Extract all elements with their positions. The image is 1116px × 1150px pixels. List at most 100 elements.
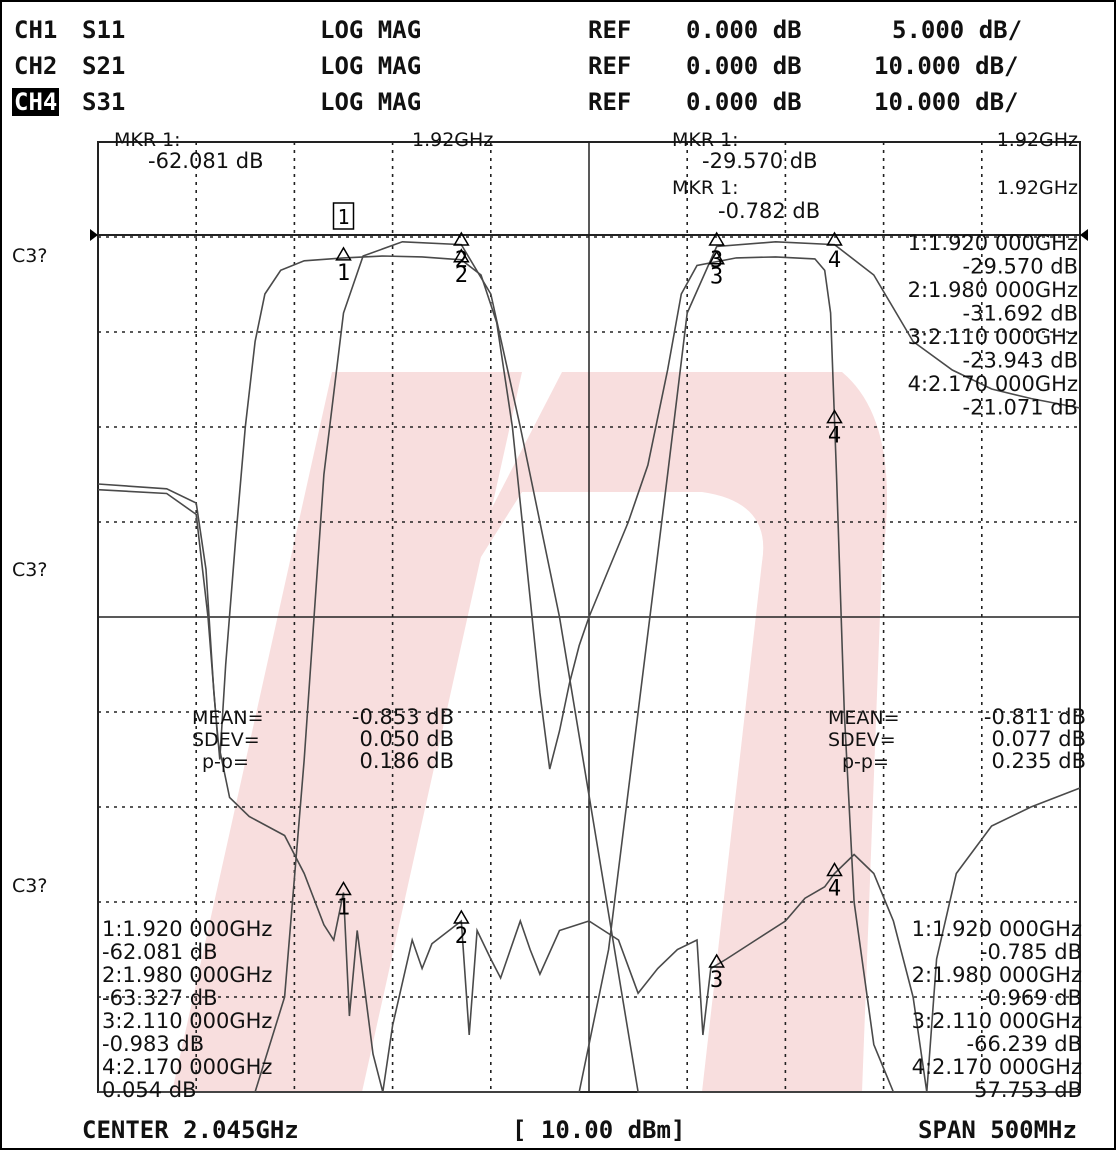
channel-row-3: CH4 S31 LOG MAG REF 0.000 dB 10.000 dB/ xyxy=(12,88,1104,122)
active-channel-label[interactable]: CH4 xyxy=(12,88,60,116)
marker-3-label: 3 xyxy=(710,248,723,273)
reference-arrow-left xyxy=(90,229,98,241)
marker-4-triangle xyxy=(826,409,843,424)
s-parameter: S11 xyxy=(82,16,126,44)
watermark-stroke-left xyxy=(172,372,522,1092)
marker-4-triangle xyxy=(826,231,843,246)
marker-list-entry: -0.983 dB xyxy=(102,1032,204,1056)
marker-2-label: 2 xyxy=(455,263,468,288)
ref-value: 0.000 dB xyxy=(686,16,802,44)
center-frequency: CENTER 2.045GHz xyxy=(82,1116,299,1144)
marker-readout-frequency: 1.92GHz xyxy=(997,177,1078,199)
marker-4-label: 4 xyxy=(828,424,841,449)
display-format: LOG MAG xyxy=(320,88,422,116)
marker-list-entry: 57.753 dB xyxy=(974,1078,1082,1102)
marker-list-entry: -31.692 dB xyxy=(963,302,1078,326)
stat-value: 0.235 dB xyxy=(991,749,1086,773)
marker-2-label: 2 xyxy=(455,924,468,949)
marker-list-entry: 4:2.170 000GHz xyxy=(102,1055,272,1079)
trace-s31-reflection xyxy=(97,255,1080,1093)
marker-list-entry: 3:2.110 000GHz xyxy=(912,1009,1082,1033)
traces xyxy=(97,240,1081,1093)
frequency-span: SPAN 500MHz xyxy=(918,1116,1077,1144)
s-parameter: S31 xyxy=(82,88,126,116)
marker-list-entry: -29.570 dB xyxy=(963,255,1078,279)
marker-readout-label: MKR 1: xyxy=(672,129,739,151)
ref-label: REF xyxy=(588,88,632,116)
marker-3-triangle xyxy=(708,231,725,246)
marker-1-triangle xyxy=(335,246,352,261)
marker-readout-frequency: 1.92GHz xyxy=(412,129,493,151)
marker-list-entry: -0.969 dB xyxy=(980,986,1082,1010)
marker-list-entry: 4:2.170 000GHz xyxy=(912,1055,1082,1079)
marker-list-entry: -66.239 dB xyxy=(967,1032,1082,1056)
marker-1-label: 1 xyxy=(337,261,350,286)
trace-s31 xyxy=(98,240,1081,1093)
marker-list-entry: 2:1.980 000GHz xyxy=(102,963,272,987)
marker-readout-frequency: 1.92GHz xyxy=(997,129,1078,151)
marker-list-entry: 2:1.980 000GHz xyxy=(908,278,1078,302)
channel-row-1: CH1 S11 LOG MAG REF 0.000 dB 5.000 dB/ xyxy=(14,16,1104,50)
stat-label: SDEV= xyxy=(192,729,260,751)
stat-value: 0.077 dB xyxy=(991,727,1086,751)
stat-label: p-p= xyxy=(202,751,249,773)
marker-2-triangle xyxy=(453,231,470,246)
marker-1-label: 1 xyxy=(337,896,350,921)
stat-label: p-p= xyxy=(842,751,889,773)
marker-readout-label: MKR 1: xyxy=(114,129,181,151)
marker-readout-label: MKR 1: xyxy=(672,177,739,199)
display-format: LOG MAG xyxy=(320,16,422,44)
channel-side-label: C3? xyxy=(12,559,47,581)
stat-label: MEAN= xyxy=(192,707,264,729)
ref-value: 0.000 dB xyxy=(686,52,802,80)
marker-readout-value: -62.081 dB xyxy=(148,149,263,173)
marker-list-entry: -0.785 dB xyxy=(980,940,1082,964)
scale-value: 10.000 dB/ xyxy=(874,88,1019,116)
marker-list-entry: -62.081 dB xyxy=(102,940,217,964)
marker-list-entry: 1:1.920 000GHz xyxy=(102,917,272,941)
ref-label: REF xyxy=(588,16,632,44)
stat-label: MEAN= xyxy=(828,707,900,729)
channel-label[interactable]: CH1 xyxy=(14,16,58,44)
marker-2-label: 2 xyxy=(455,248,468,273)
stat-value: -0.811 dB xyxy=(984,705,1086,729)
marker-readout-value: -29.570 dB xyxy=(702,149,817,173)
marker-list-entry: 3:2.110 000GHz xyxy=(102,1009,272,1033)
marker-4-triangle xyxy=(826,862,843,877)
stat-label: SDEV= xyxy=(828,729,896,751)
marker-2-triangle xyxy=(453,909,470,924)
ref-value: 0.000 dB xyxy=(686,88,802,116)
watermark-logo xyxy=(172,372,887,1092)
marker-list-entry: 1:1.920 000GHz xyxy=(912,917,1082,941)
marker-list-entry: 0.054 dB xyxy=(102,1078,197,1102)
marker-3-triangle xyxy=(708,250,725,265)
marker-3-triangle xyxy=(708,953,725,968)
s-parameter: S21 xyxy=(82,52,126,80)
ref-label: REF xyxy=(588,52,632,80)
marker-list-entry: 3:2.110 000GHz xyxy=(908,325,1078,349)
scale-value: 10.000 dB/ xyxy=(874,52,1019,80)
channel-label[interactable]: CH2 xyxy=(14,52,58,80)
marker-readout-value: -0.782 dB xyxy=(718,199,820,223)
marker-4-label: 4 xyxy=(828,877,841,902)
marker-list-entry: 1:1.920 000GHz xyxy=(908,231,1078,255)
reference-arrow-right xyxy=(1080,229,1088,241)
channel-side-label: C3? xyxy=(12,245,47,267)
display-format: LOG MAG xyxy=(320,52,422,80)
graticule xyxy=(90,141,1088,1093)
marker-list-entry: -23.943 dB xyxy=(963,349,1078,373)
marker-1-box xyxy=(332,202,355,230)
marker-1-label: 1 xyxy=(337,205,349,229)
marker-list-entry: -63.327 dB xyxy=(102,986,217,1010)
marker-list-entry: -21.071 dB xyxy=(963,396,1078,420)
marker-3-label: 3 xyxy=(710,968,723,993)
stat-value: 0.186 dB xyxy=(359,749,454,773)
marker-2-triangle xyxy=(453,248,470,263)
source-power: [ 10.00 dBm] xyxy=(512,1116,686,1144)
watermark-stroke-right xyxy=(402,372,887,1092)
channel-side-label: C3? xyxy=(12,875,47,897)
marker-list-entry: 4:2.170 000GHz xyxy=(908,372,1078,396)
